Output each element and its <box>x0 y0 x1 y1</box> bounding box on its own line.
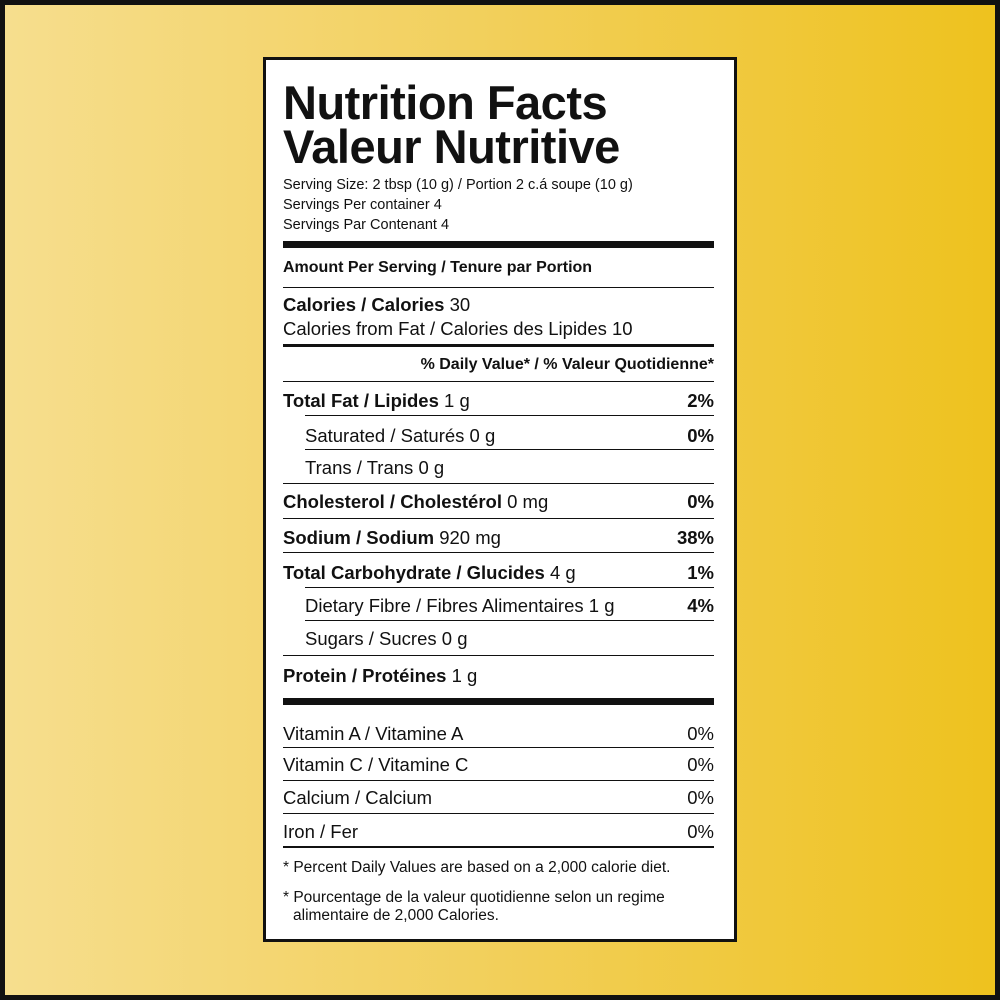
dv-heading: % Daily Value* / % Valeur Quotidienne* <box>420 356 714 373</box>
dv: 0% <box>687 723 714 744</box>
nutrient-row: Saturated / Saturés 0 g 0% <box>305 424 714 448</box>
nutrient-row: Protein / Protéines 1 g <box>283 664 714 688</box>
rule <box>305 587 714 588</box>
amount: 1 g <box>588 595 615 616</box>
label: Total Carbohydrate / Glucides <box>283 562 545 583</box>
dv: 0% <box>687 821 714 842</box>
label: Vitamin A / Vitamine A <box>283 723 464 744</box>
calories-from-fat: Calories from Fat / Calories des Lipides… <box>283 318 633 339</box>
footnote: * Percent Daily Values are based on a 2,… <box>283 859 671 876</box>
label: Protein / Protéines <box>283 665 447 686</box>
serving-text: Serving Size: 2 tbsp (10 g) / Portion 2 … <box>283 177 633 193</box>
label: Trans / Trans <box>305 457 414 478</box>
label: Calcium / Calcium <box>283 787 433 808</box>
calories-row: Calories / Calories 30 <box>283 293 714 317</box>
nutrient-row: Sodium / Sodium 920 mg 38% <box>283 526 714 550</box>
title: Nutrition Facts <box>283 76 608 129</box>
amount: 1 g <box>451 665 478 686</box>
title: Valeur Nutritive <box>283 120 620 173</box>
rule <box>305 415 714 416</box>
dv: 0% <box>687 754 714 775</box>
rule <box>305 620 714 621</box>
rule <box>283 518 714 519</box>
label: Sugars / Sucres <box>305 628 437 649</box>
amount: 0 g <box>441 628 468 649</box>
dv: 1% <box>687 562 714 583</box>
label: Total Fat / Lipides <box>283 390 439 411</box>
dv: 0% <box>687 491 714 512</box>
dv: 0% <box>687 787 714 808</box>
dv: 0% <box>687 425 714 446</box>
dv: 2% <box>687 390 714 411</box>
serving-text: Servings Par Contenant 4 <box>283 217 450 233</box>
nutrition-label: Nutrition Facts Valeur Nutritive Serving… <box>263 57 737 942</box>
vitamin-row: Calcium / Calcium 0% <box>283 786 714 810</box>
label: Vitamin C / Vitamine C <box>283 754 469 775</box>
amount: 920 mg <box>439 527 501 548</box>
label: Iron / Fer <box>283 821 359 842</box>
label: Sodium / Sodium <box>283 527 435 548</box>
amount: 0 g <box>418 457 445 478</box>
dv: 38% <box>676 527 714 548</box>
nutrient-row: Total Fat / Lipides 1 g 2% <box>283 389 714 413</box>
nutrient-row: Cholesterol / Cholestérol 0 mg 0% <box>283 490 714 514</box>
rule <box>283 846 714 848</box>
nutrient-row: Dietary Fibre / Fibres Alimentaires 1 g 4… <box>305 594 714 618</box>
amount: 30 <box>449 294 471 315</box>
amount: 1 g <box>444 390 470 411</box>
serving-text: Servings Per container 4 <box>283 197 442 213</box>
amount: 0 g <box>469 425 496 446</box>
amount: 4 g <box>549 562 576 583</box>
rule <box>305 449 714 450</box>
label: Dietary Fibre / Fibres Alimentaires <box>305 595 584 616</box>
nutrient-row: Total Carbohydrate / Glucides 4 g 1% <box>283 561 714 585</box>
footnote: * Pourcentage de la valeur quotidienne s… <box>283 889 665 924</box>
rule <box>283 287 714 288</box>
rule <box>283 483 714 484</box>
rule <box>283 344 714 347</box>
thick-rule <box>283 698 714 705</box>
vitamin-row: Iron / Fer 0% <box>283 820 714 844</box>
label: Saturated / Saturés <box>305 425 465 446</box>
amount: 0 mg <box>507 491 549 512</box>
label: Cholesterol / Cholestérol <box>283 491 502 512</box>
rule <box>283 813 714 814</box>
vitamin-row: Vitamin A / Vitamine A 0% <box>283 722 714 746</box>
label: Calories / Calories <box>283 294 445 315</box>
vitamin-row: Vitamin C / Vitamine C 0% <box>283 753 714 777</box>
dv: 4% <box>687 595 714 616</box>
rule <box>283 655 714 656</box>
nutrient-row: Sugars / Sucres 0 g <box>305 627 714 651</box>
rule <box>283 747 714 748</box>
rule <box>283 780 714 781</box>
thick-rule <box>283 241 714 248</box>
rule <box>283 552 714 553</box>
nutrient-row: Trans / Trans 0 g <box>305 456 714 480</box>
rule <box>283 381 714 382</box>
heading: Amount Per Serving / Tenure par Portion <box>283 259 593 276</box>
